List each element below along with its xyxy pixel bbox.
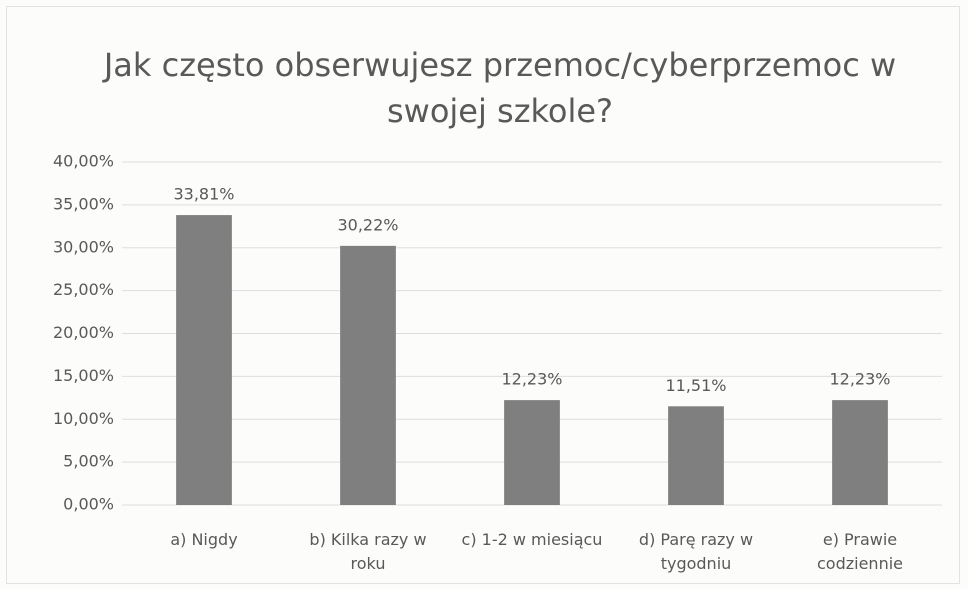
x-tick-label: b) Kilka razy w roku bbox=[309, 530, 427, 573]
bar bbox=[176, 215, 232, 505]
chart-frame bbox=[6, 6, 960, 584]
data-label: 11,51% bbox=[665, 376, 726, 395]
x-tick-label: c) 1-2 w miesiącu bbox=[461, 530, 603, 549]
y-tick-label: 10,00% bbox=[53, 409, 114, 428]
chart-title: Jak często obserwujesz przemoc/cyberprze… bbox=[103, 46, 897, 130]
y-tick-label: 25,00% bbox=[53, 280, 114, 299]
bar bbox=[832, 400, 888, 505]
y-tick-label: 5,00% bbox=[63, 452, 114, 471]
y-tick-label: 0,00% bbox=[63, 495, 114, 514]
y-tick-label: 20,00% bbox=[53, 323, 114, 342]
y-tick-label: 30,00% bbox=[53, 237, 114, 256]
x-tick-label: e) Prawie codziennie bbox=[817, 530, 903, 573]
bar bbox=[668, 406, 724, 505]
y-tick-label: 15,00% bbox=[53, 366, 114, 385]
x-tick-label: a) Nigdy bbox=[170, 530, 238, 549]
data-label: 12,23% bbox=[829, 370, 890, 389]
y-tick-label: 35,00% bbox=[53, 194, 114, 213]
data-label: 33,81% bbox=[173, 185, 234, 204]
bar bbox=[340, 245, 396, 505]
bar bbox=[504, 400, 560, 505]
y-tick-label: 40,00% bbox=[53, 152, 114, 171]
data-label: 12,23% bbox=[501, 370, 562, 389]
x-tick-label: d) Parę razy w tygodniu bbox=[638, 530, 754, 573]
data-label: 30,22% bbox=[337, 215, 398, 234]
